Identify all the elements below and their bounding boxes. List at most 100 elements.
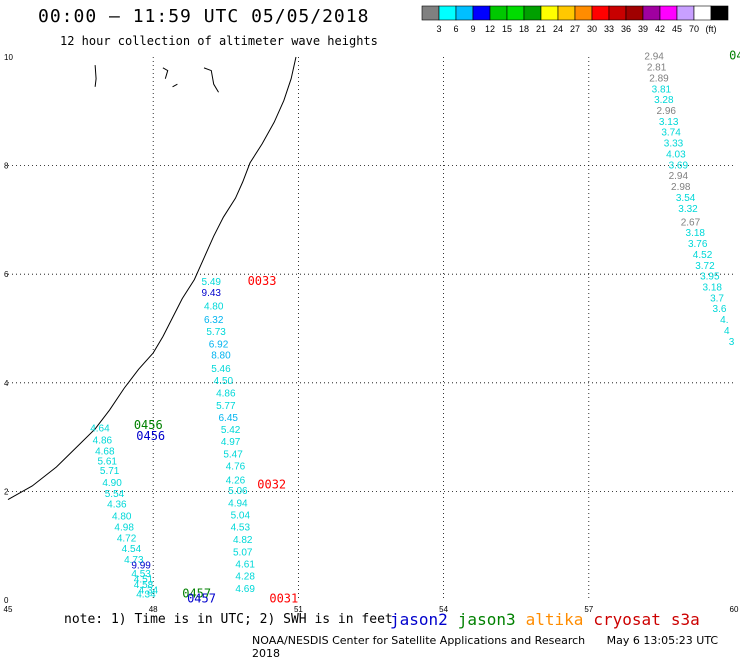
pass-time-label: 0457 [182,586,211,600]
wave-height-label: 4.73 [124,555,144,566]
wave-height-label: 4.86 [93,436,113,447]
wave-height-label: 4.58 [134,580,154,591]
wave-height-label: 5.46 [211,364,231,375]
coastline [7,56,297,500]
pass-time-label: 0431 [729,49,740,63]
wave-height-label: 3.72 [695,261,715,272]
pass-time-label: 0457 [187,592,216,606]
wave-height-label: 4.54 [122,544,142,555]
wave-height-label: 6.45 [218,413,238,424]
satellite-legend-item: altika [525,610,584,629]
y-tick-label: 4 [4,379,9,388]
wave-height-label: 4.90 [102,478,122,489]
scale-label: 9 [470,24,475,34]
wave-height-label: 4.53 [231,522,251,533]
wave-height-label: 4.53 [131,569,151,580]
wave-height-label: 3.13 [659,117,679,128]
scale-label: 15 [502,24,512,34]
wave-height-label: 6.32 [204,315,224,326]
x-tick-label: 48 [149,605,158,614]
wave-height-label: 4.80 [204,301,224,312]
wave-height-label: 4.64 [90,424,110,435]
scale-label: 45 [672,24,682,34]
scale-label: 42 [655,24,665,34]
pass-time-label: 0456 [134,418,163,432]
y-tick-label: 8 [4,162,9,171]
scale-label: 36 [621,24,631,34]
wave-height-label: 4.34 [136,589,156,600]
pass-time-label: 0033 [248,274,277,288]
wave-height-label: 3.76 [688,239,708,250]
scale-label: 18 [519,24,529,34]
pass-time-label: 0031 [269,592,298,606]
x-tick-label: 57 [584,605,593,614]
x-tick-label: 54 [439,605,448,614]
wave-height-label: 6.92 [209,340,229,351]
wave-height-label: 4.52 [693,250,713,261]
wave-height-label: 3.69 [669,160,689,171]
wave-height-label: 4.36 [107,500,127,511]
wave-height-label: 3.33 [664,139,684,150]
wave-height-label: 4.97 [221,437,241,448]
wave-height-label: 2.94 [644,52,664,63]
footer: NOAA/NESDIS Center for Satellite Applica… [252,634,740,660]
wave-height-label: 5.06 [228,486,248,497]
wave-height-label: 4.80 [112,512,132,523]
wave-height-label: 4.26 [226,475,246,486]
wave-height-label: 3.6 [713,304,727,315]
wave-height-label: 5.73 [206,327,226,338]
wave-height-label: 3.81 [652,84,672,95]
wave-height-label: 4.94 [228,499,248,510]
map-subtitle: 12 hour collection of altimeter wave hei… [60,34,378,48]
wave-height-label: 9.43 [202,288,222,299]
wave-height-label: 4 [724,326,730,337]
wave-height-label: 4.61 [235,559,255,570]
wave-height-label: 3.28 [654,95,674,106]
scale-label: 27 [570,24,580,34]
scale-label: 39 [638,24,648,34]
satellite-legend-item: jason2 [390,610,448,629]
wave-height-label: 5.77 [216,401,236,412]
wave-height-label: 3.54 [676,193,696,204]
wave-height-label: 5.71 [100,466,120,477]
satellite-legend-item: cryosat [593,610,661,629]
wave-height-label: 2.98 [671,182,691,193]
wave-height-label: 4.34 [139,585,159,596]
wave-height-label: 4.86 [216,388,236,399]
scale-label: 30 [587,24,597,34]
wave-height-label: 5.42 [221,425,241,436]
wave-height-label: 2.81 [647,63,667,74]
wave-height-label: 4.98 [114,522,134,533]
scale-label: 6 [453,24,458,34]
footer-center: NOAA/NESDIS Center for Satellite Applica… [252,634,586,647]
wave-height-label: 4.76 [226,462,246,473]
scale-label: 3 [436,24,441,34]
x-tick-label: 51 [294,605,303,614]
wave-height-label: 5.04 [231,511,251,522]
wave-height-label: 4.72 [117,533,137,544]
x-tick-label: 45 [4,605,13,614]
island [172,83,178,88]
island [203,67,219,93]
color-scale-legend: 3 6 9 12 15 18 21 24 27 30 33 36 39 42 45 70 (ft) [421,5,729,34]
wave-height-label: 3.74 [661,128,681,139]
wave-height-label: 3.18 [702,282,722,293]
wave-height-label: 3.7 [710,293,724,304]
wave-height-label: 5.07 [233,547,253,558]
satellite-legend-item: jason3 [457,610,516,629]
satellite-legend-item: s3a [670,610,700,629]
scale-label: 33 [604,24,614,34]
units-note: note: 1) Time is in UTC; 2) SWH is in fe… [64,612,393,627]
pass-time-label: 0456 [136,429,165,443]
scale-label: 21 [536,24,546,34]
wave-height-label: 3.32 [678,204,698,215]
wave-height-label: 4.68 [95,446,115,457]
map-title: 00:00 – 11:59 UTC 05/05/2018 [38,6,370,27]
scale-label: 12 [485,24,495,34]
pass-time-label: 0032 [257,478,286,492]
wave-height-label: 3 [729,337,735,348]
scale-swatch [710,5,729,21]
wave-height-label: 2.67 [681,217,701,228]
scale-label: 70 [689,24,699,34]
